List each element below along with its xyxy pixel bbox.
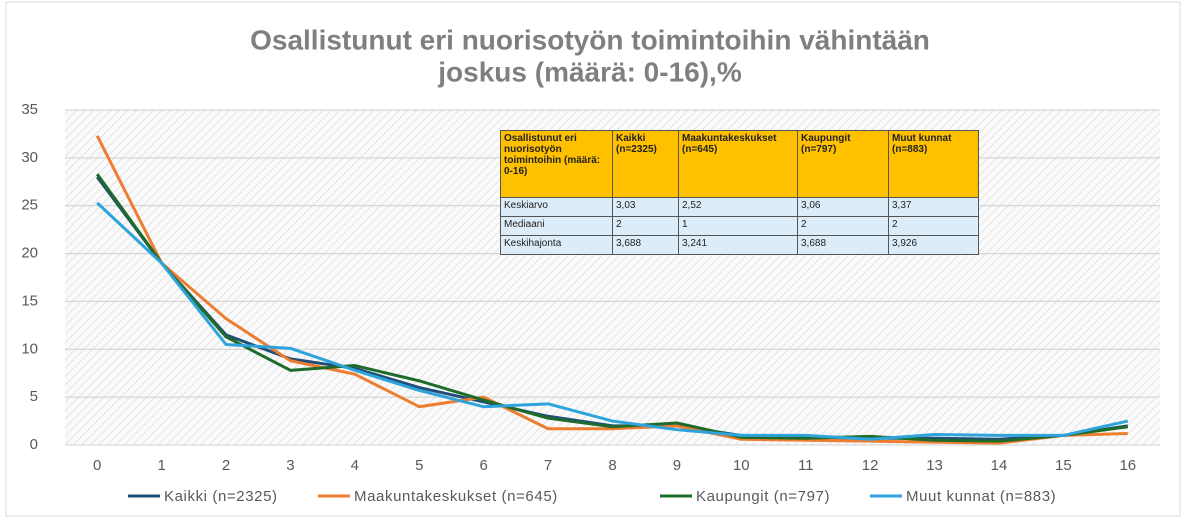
- table-cell: 2: [797, 216, 889, 236]
- table-cell: 2,52: [678, 197, 798, 217]
- y-tick-label: 35: [21, 101, 38, 118]
- series-line: [96, 201, 1129, 441]
- legend-label: Maakuntakeskukset (n=645): [354, 488, 558, 505]
- x-tick-label: 6: [480, 457, 488, 474]
- table-cell: 3,241: [678, 235, 798, 255]
- x-tick-label: 0: [93, 457, 101, 474]
- y-tick-label: 0: [30, 436, 38, 453]
- x-tick-label: 15: [1055, 457, 1072, 474]
- legend-label: Muut kunnat (n=883): [906, 488, 1056, 505]
- y-tick-label: 25: [21, 197, 38, 214]
- chart-title: Osallistunut eri nuorisotyön toimintoihi…: [250, 24, 930, 55]
- table-cell: Kaikki (n=2325): [612, 130, 679, 198]
- stats-table: Osallistunut eri nuorisotyön toimintoihi…: [500, 130, 979, 255]
- table-cell: 3,926: [888, 235, 979, 255]
- table-cell: Kaupungit (n=797): [797, 130, 889, 198]
- y-tick-label: 10: [21, 340, 38, 357]
- x-tick-label: 3: [286, 457, 294, 474]
- table-cell: 1: [678, 216, 798, 236]
- table-cell: Maakuntakeskukset (n=645): [678, 130, 798, 198]
- table-cell: Osallistunut eri nuorisotyön toimintoihi…: [500, 130, 613, 198]
- table-cell: Keskiarvo: [500, 197, 613, 217]
- legend-label: Kaikki (n=2325): [164, 488, 278, 505]
- x-tick-label: 4: [351, 457, 359, 474]
- table-cell: 2: [612, 216, 679, 236]
- table-row: Mediaani 2 1 2 2: [500, 216, 979, 236]
- x-tick-label: 13: [926, 457, 943, 474]
- x-tick-label: 14: [991, 457, 1008, 474]
- table-cell: 3,688: [612, 235, 679, 255]
- table-cell: 3,03: [612, 197, 679, 217]
- y-tick-label: 5: [30, 388, 38, 405]
- y-tick-label: 30: [21, 149, 38, 166]
- y-tick-label: 20: [21, 245, 38, 262]
- table-cell: 3,688: [797, 235, 889, 255]
- table-cell: 3,37: [888, 197, 979, 217]
- legend-label: Kaupungit (n=797): [696, 488, 830, 505]
- x-tick-label: 5: [415, 457, 423, 474]
- x-tick-label: 10: [733, 457, 750, 474]
- table-cell: Muut kunnat (n=883): [888, 130, 979, 198]
- x-tick-label: 9: [673, 457, 681, 474]
- series-line: [95, 173, 1128, 443]
- table-cell: Mediaani: [500, 216, 613, 236]
- x-tick-label: 2: [222, 457, 230, 474]
- table-row: Keskihajonta 3,688 3,241 3,688 3,926: [500, 235, 979, 255]
- table-cell: 2: [888, 216, 979, 236]
- y-tick-label: 15: [21, 292, 38, 309]
- x-tick-label: 12: [862, 457, 879, 474]
- x-tick-label: 11: [798, 457, 814, 474]
- x-tick-label: 7: [544, 457, 552, 474]
- table-cell: Keskihajonta: [500, 235, 613, 255]
- chart-subtitle: joskus (määrä: 0-16),%: [437, 56, 742, 87]
- x-tick-label: 16: [1119, 457, 1136, 474]
- table-row: Keskiarvo 3,03 2,52 3,06 3,37: [500, 197, 979, 217]
- x-tick-label: 8: [608, 457, 616, 474]
- x-tick-label: 1: [157, 457, 165, 474]
- table-cell: 3,06: [797, 197, 889, 217]
- table-row: Osallistunut eri nuorisotyön toimintoihi…: [500, 130, 979, 198]
